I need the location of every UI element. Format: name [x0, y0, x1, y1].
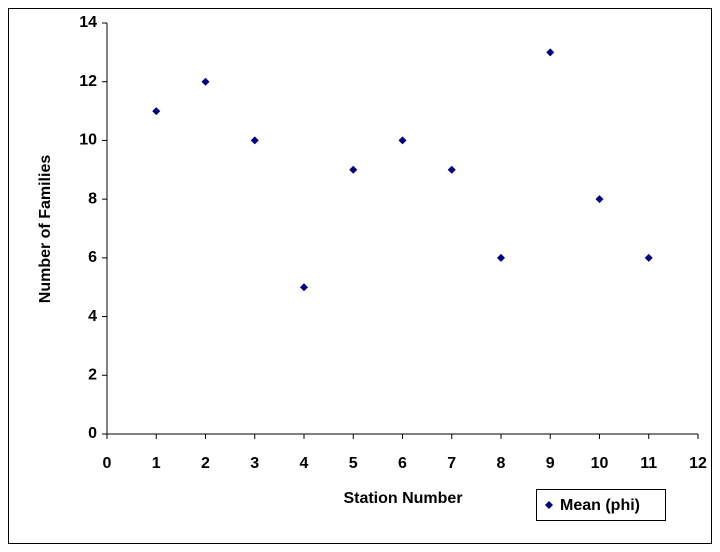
x-tick-label: 4 — [300, 455, 309, 472]
x-tick-label: 1 — [152, 455, 161, 472]
chart-border — [8, 8, 712, 544]
point — [497, 253, 505, 262]
point — [447, 165, 456, 174]
point — [546, 48, 555, 57]
legend-label: Mean (phi) — [560, 497, 640, 514]
x-tick-label: 6 — [398, 455, 407, 472]
x-tick-label: 12 — [689, 455, 707, 472]
x-tick-label: 11 — [640, 455, 657, 472]
x-tick-label: 10 — [591, 455, 609, 472]
y-tick-label: 6 — [88, 249, 97, 266]
point — [398, 136, 407, 145]
legend-marker — [545, 501, 553, 509]
x-tick-label: 2 — [201, 455, 210, 472]
point — [644, 253, 653, 262]
x-axis-label: Station Number — [343, 490, 462, 507]
point — [300, 283, 308, 292]
point — [152, 107, 161, 116]
point — [201, 77, 210, 86]
point — [595, 195, 604, 204]
x-tick-label: 8 — [497, 455, 506, 472]
x-tick-label: 9 — [546, 455, 555, 472]
x-tick-label: 5 — [349, 455, 358, 472]
y-tick-label: 0 — [88, 425, 97, 442]
y-tick-label: 2 — [88, 367, 97, 384]
x-tick-label: 3 — [250, 455, 259, 472]
y-tick-label: 10 — [79, 132, 97, 149]
y-tick-label: 8 — [88, 190, 97, 207]
x-tick-label: 0 — [103, 455, 112, 472]
x-tick-label: 7 — [447, 455, 456, 472]
y-axis-label: Number of Families — [37, 155, 54, 304]
point — [349, 165, 358, 174]
y-tick-label: 12 — [79, 73, 97, 90]
y-tick-label: 4 — [88, 308, 97, 325]
y-tick-label: 14 — [79, 14, 97, 31]
legend-box — [536, 489, 666, 521]
point — [250, 136, 259, 145]
